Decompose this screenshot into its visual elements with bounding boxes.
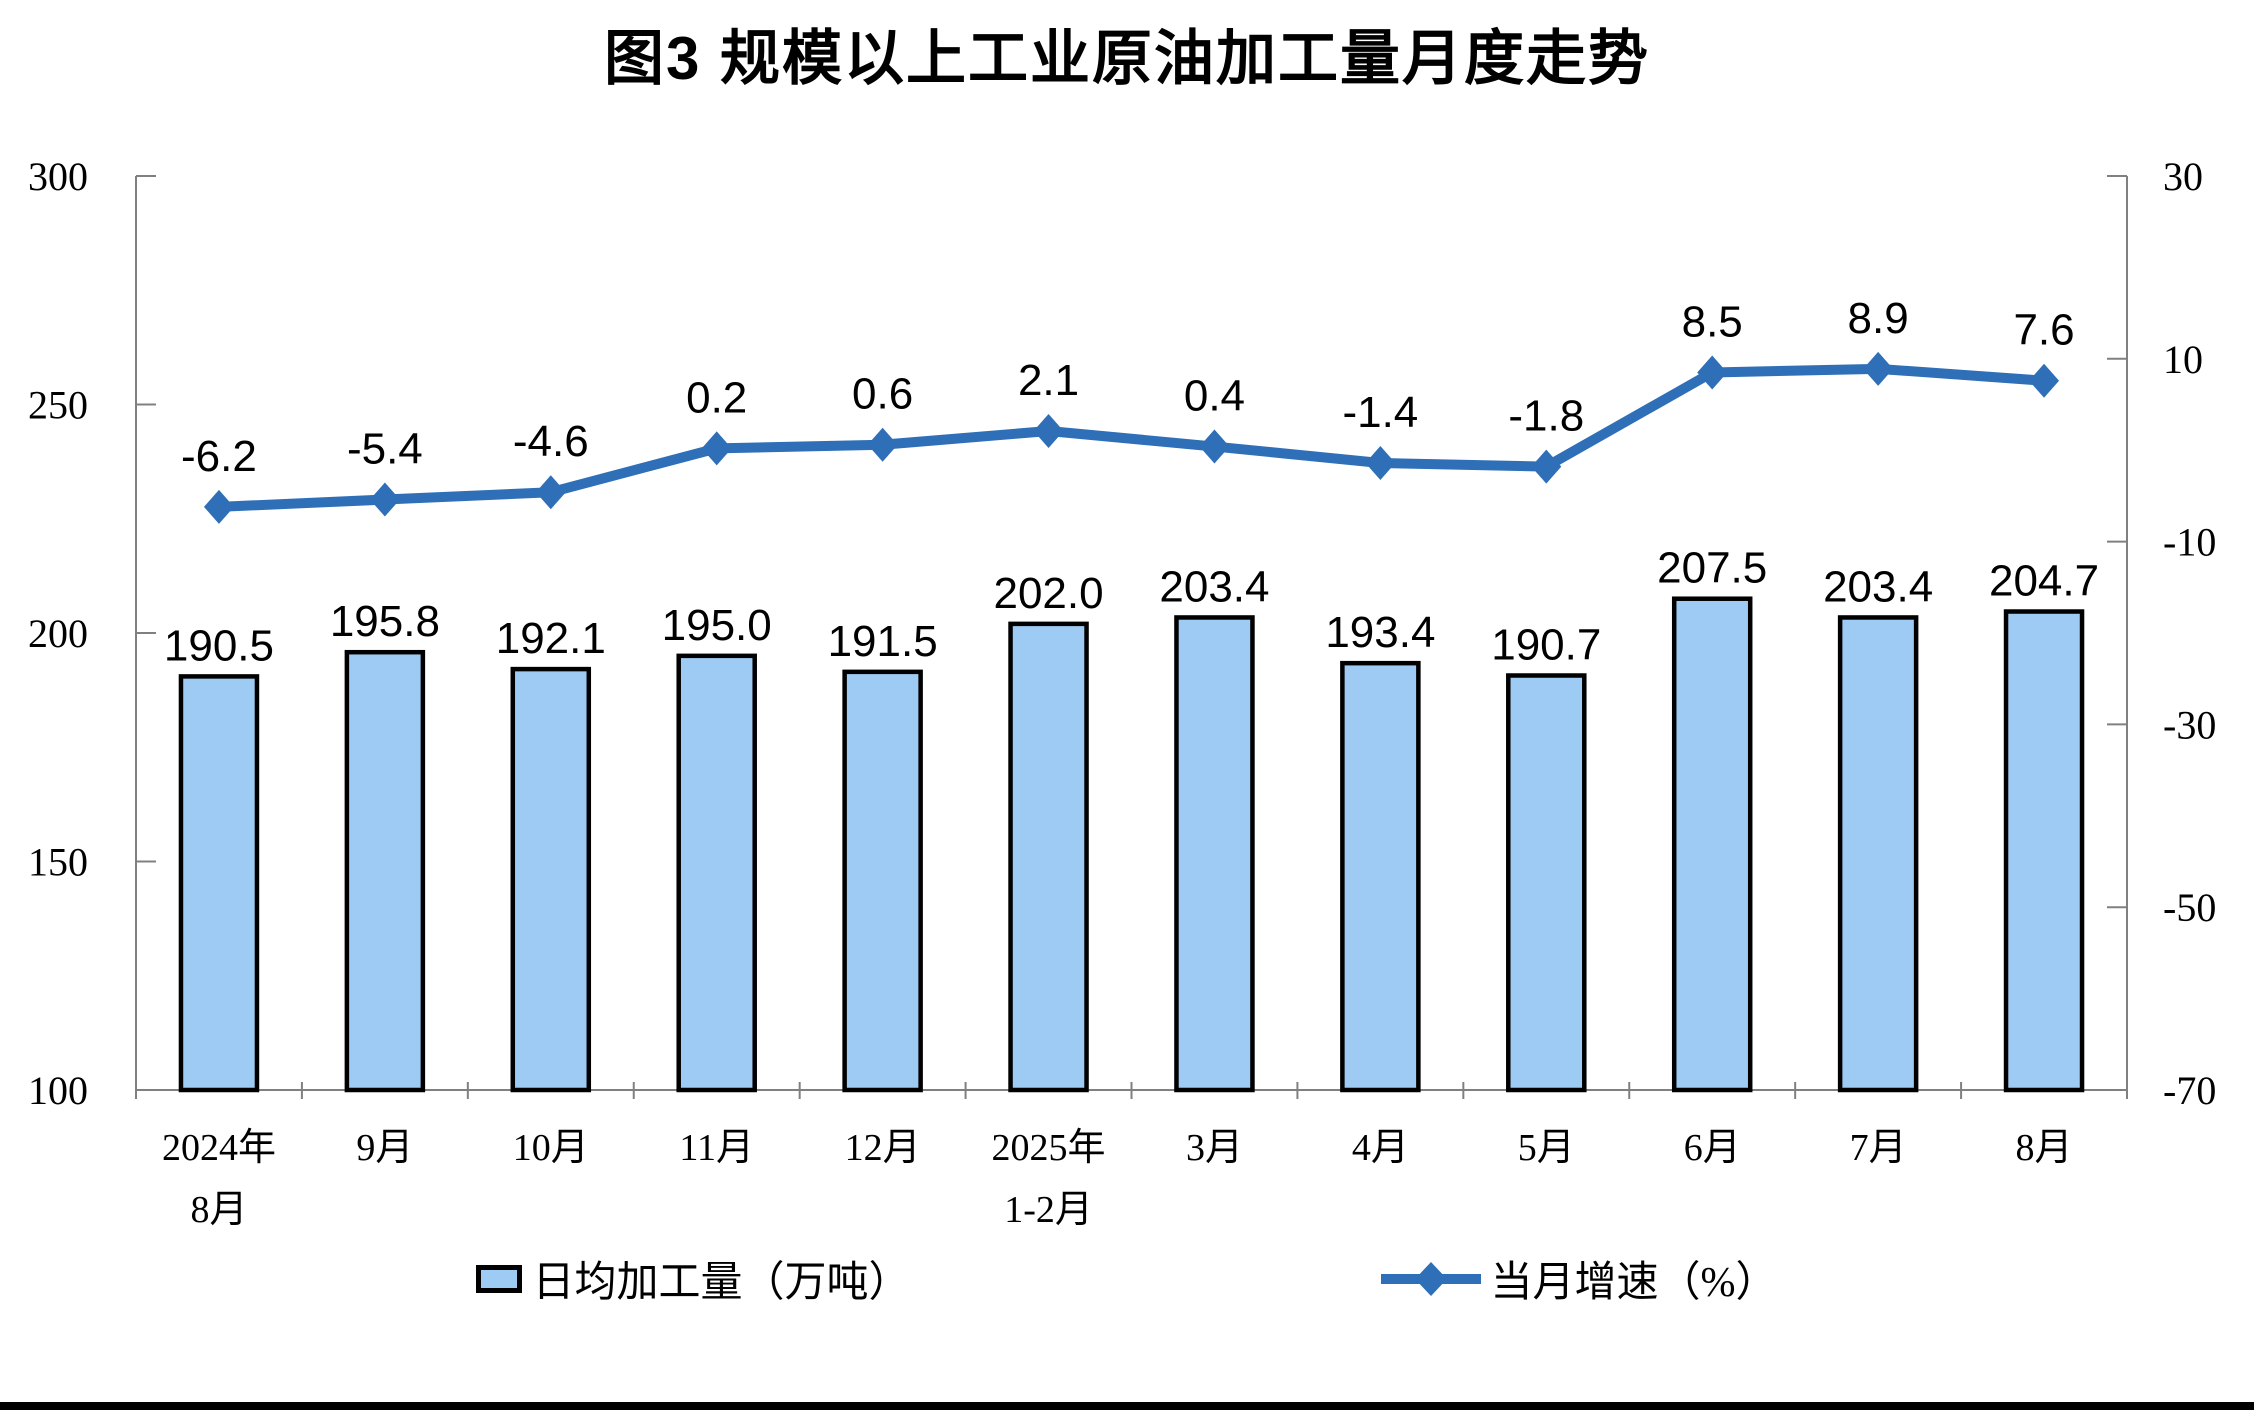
right-axis-tick-label: 10 [2163, 337, 2203, 382]
line-value-label: -1.4 [1342, 388, 1418, 437]
right-axis-tick-label: 30 [2163, 154, 2203, 199]
x-category-label: 2024年 [162, 1127, 276, 1169]
bar-series-swatch [476, 1264, 523, 1293]
right-axis-tick-label: -70 [2163, 1068, 2216, 1113]
line-value-label: 0.2 [686, 373, 747, 422]
x-category-label: 9月 [356, 1127, 413, 1169]
line-value-label: 8.5 [1682, 298, 1743, 347]
line-value-label: -1.8 [1508, 392, 1584, 441]
diamond-marker-icon [1414, 1261, 1447, 1296]
bar-value-label: 203.4 [1159, 562, 1269, 611]
x-category-label: 12月 [845, 1127, 921, 1169]
x-category-label: 11月 [679, 1127, 754, 1169]
bar [1671, 596, 1753, 1093]
diamond-marker-icon [867, 427, 898, 462]
x-category-label: 10月 [513, 1127, 589, 1169]
diamond-marker-icon [1531, 449, 1562, 484]
bar [344, 649, 426, 1093]
line-value-label: -5.4 [347, 425, 423, 474]
bar [1340, 660, 1421, 1093]
diamond-marker-icon [203, 489, 234, 524]
bar-value-label: 203.4 [1823, 562, 1933, 611]
bar-value-label: 204.7 [1989, 557, 2099, 606]
bar [2003, 609, 2085, 1093]
bottom-border-line [0, 1402, 2254, 1410]
left-axis-tick-label: 100 [28, 1068, 88, 1113]
diamond-marker-icon [1199, 429, 1230, 464]
left-axis-tick-label: 200 [28, 611, 88, 656]
line-value-label: 7.6 [2013, 306, 2074, 355]
bar-value-label: 190.5 [164, 621, 274, 670]
x-category-label-line2: 8月 [190, 1189, 247, 1231]
bar-value-label: 191.5 [828, 617, 938, 666]
bar [510, 666, 592, 1093]
line-series-label: 当月增速（%） [1490, 1260, 1778, 1306]
diamond-marker-icon [535, 475, 566, 510]
bar-value-label: 195.8 [330, 597, 440, 646]
bar [1008, 621, 1089, 1093]
bar [1506, 673, 1587, 1093]
diamond-marker-icon [2029, 363, 2060, 398]
diamond-marker-icon [1697, 355, 1728, 390]
diamond-marker-icon [1365, 445, 1396, 480]
line-value-label: 2.1 [1018, 356, 1079, 405]
x-category-label: 8月 [2016, 1127, 2073, 1169]
bar [1837, 615, 1919, 1093]
line-value-label: 0.4 [1184, 372, 1245, 421]
bar [842, 669, 923, 1093]
bar-value-label: 193.4 [1325, 608, 1435, 657]
bar [1174, 615, 1255, 1093]
growth-line [213, 363, 2050, 512]
line-value-label: -4.6 [513, 417, 589, 466]
line-series-swatch [1380, 1261, 1481, 1296]
diamond-marker-icon [1863, 351, 1894, 386]
line-value-label: 8.9 [1848, 294, 1909, 343]
bar-value-label: 190.7 [1491, 621, 1601, 670]
diamond-marker-icon [701, 431, 732, 466]
line-value-label: -6.2 [181, 432, 257, 481]
bar-value-label: 192.1 [496, 614, 606, 663]
right-axis-tick-label: -50 [2163, 885, 2216, 930]
bar [178, 674, 260, 1093]
x-category-label: 6月 [1684, 1127, 1741, 1169]
right-axis-tick-label: -30 [2163, 702, 2216, 747]
x-category-label: 2025年 [992, 1127, 1106, 1169]
chart-title: 图3 规模以上工业原油加工量月度走势 [603, 25, 1651, 92]
left-axis-tick-label: 300 [28, 154, 88, 199]
left-axis-tick-label: 150 [28, 840, 88, 885]
bar-value-label: 202.0 [993, 569, 1103, 618]
chart-legend: 日均加工量（万吨） 当月增速（%） [0, 1248, 2254, 1309]
left-axis-tick-label: 250 [28, 383, 88, 428]
right-axis-tick-label: -10 [2163, 520, 2216, 565]
diamond-marker-icon [1033, 414, 1064, 449]
diamond-marker-icon [369, 482, 400, 517]
bar-value-label: 207.5 [1657, 544, 1767, 593]
x-category-label-line2: 1-2月 [1004, 1189, 1093, 1231]
x-category-label: 5月 [1518, 1127, 1575, 1169]
legend-item-line-series: 当月增速（%） [1380, 1248, 1778, 1309]
x-category-label: 4月 [1352, 1127, 1409, 1169]
legend-item-bar-series: 日均加工量（万吨） [476, 1248, 911, 1309]
bar [676, 653, 757, 1093]
x-category-label: 7月 [1850, 1127, 1907, 1169]
x-category-label: 3月 [1186, 1127, 1243, 1169]
line-value-label: 0.6 [852, 370, 913, 419]
bar-series-label: 日均加工量（万吨） [532, 1260, 911, 1306]
bar-value-label: 195.0 [662, 601, 772, 650]
